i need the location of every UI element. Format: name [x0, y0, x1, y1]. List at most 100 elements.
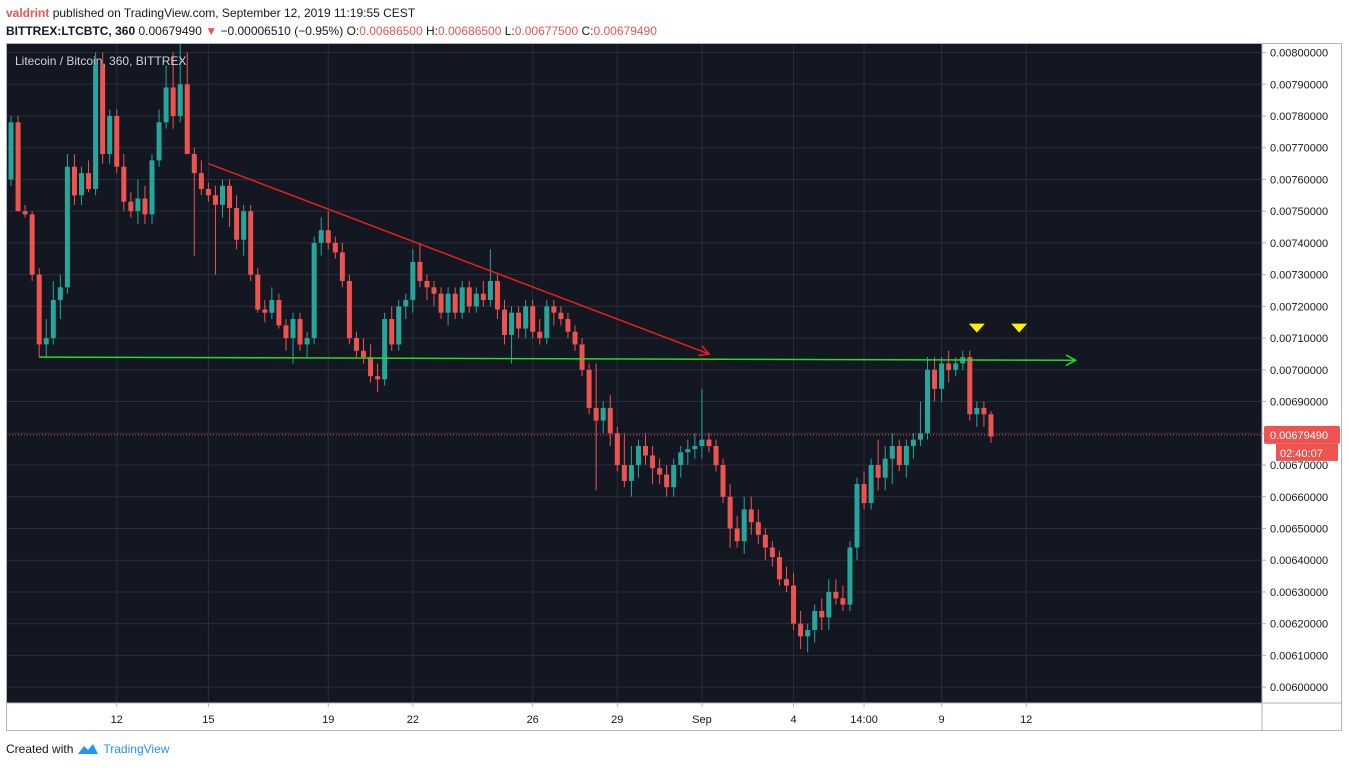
tradingview-logo-icon [78, 744, 99, 754]
candle-down [586, 369, 592, 408]
candle-down [283, 325, 289, 339]
last-price: 0.00679490 [138, 24, 202, 38]
candle-up [79, 173, 84, 196]
candle-down [988, 414, 994, 437]
x-tick-label: 9 [939, 714, 945, 726]
x-tick-label: 14:00 [850, 714, 878, 726]
candle-down [276, 300, 282, 326]
candle-up [600, 407, 606, 421]
candle-down [875, 465, 881, 478]
candle-up [509, 312, 515, 335]
candle-down [643, 445, 648, 456]
x-tick-label: 15 [202, 714, 214, 726]
candle-up [149, 160, 155, 215]
x-tick-label: 29 [611, 714, 623, 726]
candle-up [107, 115, 113, 155]
candle-up [410, 261, 416, 301]
chart-title: Litecoin / Bitcoin, 360, BITTREX [15, 54, 186, 68]
candle-up [910, 439, 916, 446]
published-text: published on TradingView.com, September … [52, 6, 416, 20]
candle-down [494, 280, 500, 310]
x-tick-label: Sep [692, 714, 712, 726]
candle-up [177, 84, 183, 116]
price-axis: 0.00800000 0.00790000 0.00780000 0.00770000… [1262, 48, 1340, 694]
candle-down [840, 598, 846, 605]
y-tick-label: 0.00620000 [1270, 619, 1328, 631]
time-axis-background[interactable] [6, 703, 1342, 731]
candle-down [86, 173, 92, 189]
candle-down [946, 363, 952, 370]
candle-up [741, 509, 747, 542]
yellow-triangle-marker [1011, 323, 1028, 333]
candle-down [205, 188, 211, 196]
candle-down [297, 319, 303, 345]
y-tick-label: 0.00780000 [1270, 111, 1328, 123]
author-link[interactable]: valdrint [6, 6, 50, 20]
candle-down [769, 547, 775, 558]
created-with-text: Created with [6, 742, 74, 756]
candle-down [932, 369, 938, 389]
candle-down [819, 610, 825, 618]
candle-up [445, 293, 451, 313]
candle-up [671, 465, 677, 488]
candle-up [903, 445, 909, 466]
high-value: 0.00686500 [437, 24, 502, 38]
candle-down [184, 84, 190, 155]
candle-down [734, 528, 740, 542]
candle-up [628, 465, 634, 481]
candle-up [544, 306, 550, 339]
y-tick-label: 0.00650000 [1270, 523, 1328, 535]
candle-down [706, 439, 712, 446]
last-price-badge [1264, 425, 1340, 444]
y-tick-label: 0.00760000 [1270, 174, 1328, 186]
candle-down [713, 445, 719, 466]
candle-up [163, 87, 169, 123]
candle-up [882, 458, 888, 478]
candle-down [255, 274, 261, 310]
candle-down [142, 198, 148, 215]
candle-up [685, 449, 691, 453]
close-value: 0.00679490 [593, 24, 657, 38]
candle-down [607, 407, 613, 434]
price-axis-background[interactable] [1262, 43, 1342, 703]
candle-down [657, 468, 663, 475]
candle-down [537, 331, 543, 339]
candle-down [593, 407, 599, 421]
countdown-label: 02:40:07 [1280, 448, 1323, 460]
candle-up [805, 630, 811, 637]
candle-down [389, 319, 395, 345]
candle-up [854, 484, 860, 548]
candle-up [692, 445, 698, 450]
candle-down [212, 195, 218, 205]
candle-down [466, 287, 472, 307]
downtrend-line-arrowhead [697, 345, 711, 357]
candle-down [121, 166, 127, 202]
candle-up [939, 363, 945, 389]
candle-up [868, 465, 874, 504]
candle-up [487, 280, 493, 301]
x-tick-label: 4 [790, 714, 796, 726]
support-line-arrowhead [1065, 354, 1078, 367]
candle-down [431, 287, 437, 294]
candle-up [459, 287, 465, 313]
plot-background [6, 43, 1262, 703]
chart-area[interactable]: 0.00800000 0.00790000 0.00780000 0.00770000… [6, 43, 1342, 731]
candle-down [650, 455, 656, 469]
y-tick-label: 0.00670000 [1270, 460, 1328, 472]
candle-up [635, 445, 641, 466]
yellow-triangle-marker [968, 323, 985, 333]
x-tick-label: 26 [527, 714, 539, 726]
publish-line: valdrint published on TradingView.com, S… [6, 4, 657, 22]
change-down-icon: ▼ [205, 24, 218, 38]
y-tick-label: 0.00790000 [1270, 79, 1328, 91]
y-tick-label: 0.00710000 [1270, 333, 1328, 345]
candle-down [170, 87, 176, 116]
tradingview-brand-link[interactable]: TradingView [103, 742, 170, 756]
candle-down [833, 591, 839, 599]
candle-down [227, 185, 233, 208]
candle-down [417, 261, 423, 281]
chart-header: valdrint published on TradingView.com, S… [6, 4, 657, 40]
candle-up [220, 185, 225, 205]
close-label: C: [581, 24, 594, 38]
candle-down [15, 122, 21, 212]
